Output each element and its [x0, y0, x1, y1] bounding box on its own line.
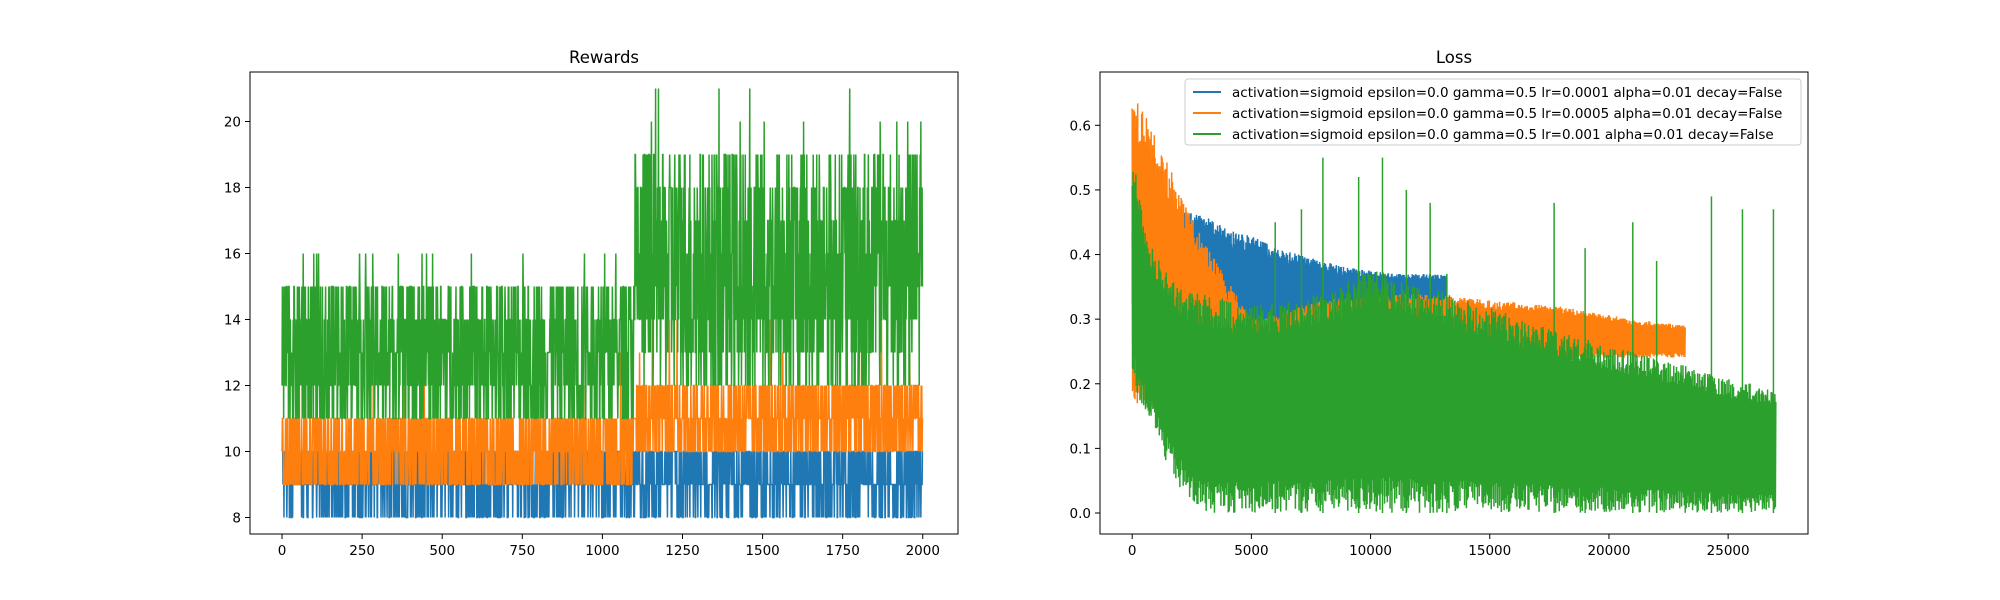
x-tick-label: 0	[278, 543, 287, 559]
legend-entry-label: activation=sigmoid epsilon=0.0 gamma=0.5…	[1232, 127, 1774, 143]
rewards-chart: Rewards 0 250 500 750 1000 1250 1500 1750 2000 8…	[224, 48, 959, 559]
rewards-series-line	[281, 319, 924, 486]
y-tick-label: 12	[224, 379, 241, 395]
x-tick-label: 2000	[906, 543, 940, 559]
legend-entry-label: activation=sigmoid epsilon=0.0 gamma=0.5…	[1232, 85, 1782, 101]
y-tick-label: 10	[224, 445, 241, 461]
y-tick-label: 8	[232, 511, 241, 527]
x-tick-label: 750	[509, 543, 535, 559]
loss-legend: activation=sigmoid epsilon=0.0 gamma=0.5…	[1184, 78, 1802, 146]
x-tick-label: 1250	[665, 543, 699, 559]
y-tick-label: 0.0	[1070, 506, 1091, 522]
loss-chart: Loss 0 5000 10000 15000 20000 25000 0.0 0.1 0.2…	[1070, 48, 1809, 559]
y-tick-label: 16	[224, 247, 241, 263]
y-tick-label: 0.3	[1070, 312, 1091, 328]
x-tick-label: 500	[429, 543, 455, 559]
legend-box	[1184, 78, 1802, 146]
loss-title: Loss	[1436, 48, 1472, 67]
loss-y-axis: 0.0 0.1 0.2 0.3 0.4 0.5 0.6	[1070, 118, 1100, 522]
y-tick-label: 0.5	[1070, 183, 1091, 199]
y-tick-label: 0.4	[1070, 248, 1091, 264]
rewards-plot-area	[281, 88, 924, 519]
rewards-series-line	[281, 88, 924, 420]
rewards-axes-frame	[249, 71, 959, 535]
x-tick-label: 1000	[585, 543, 619, 559]
x-tick-label: 20000	[1587, 543, 1630, 559]
x-tick-label: 5000	[1234, 543, 1268, 559]
loss-x-axis: 0 5000 10000 15000 20000 25000	[1128, 534, 1750, 559]
y-tick-label: 20	[224, 115, 241, 131]
rewards-y-axis: 8 10 12 14 16 18 20	[224, 115, 250, 527]
x-tick-label: 1750	[825, 543, 859, 559]
y-tick-label: 0.2	[1070, 377, 1091, 393]
y-tick-label: 18	[224, 181, 241, 197]
y-tick-label: 0.6	[1070, 118, 1091, 134]
x-tick-label: 0	[1128, 543, 1137, 559]
rewards-title: Rewards	[569, 48, 639, 67]
loss-axes-frame	[1099, 71, 1809, 535]
x-tick-label: 250	[349, 543, 375, 559]
rewards-x-axis: 0 250 500 750 1000 1250 1500 1750 2000	[278, 534, 940, 559]
loss-series-line	[1131, 172, 1777, 513]
x-tick-label: 25000	[1707, 543, 1750, 559]
x-tick-label: 10000	[1349, 543, 1392, 559]
loss-plot-area	[1131, 103, 1777, 513]
y-tick-label: 14	[224, 313, 241, 329]
x-tick-label: 15000	[1468, 543, 1511, 559]
x-tick-label: 1500	[745, 543, 779, 559]
y-tick-label: 0.1	[1070, 441, 1091, 457]
legend-entry-label: activation=sigmoid epsilon=0.0 gamma=0.5…	[1232, 106, 1782, 122]
